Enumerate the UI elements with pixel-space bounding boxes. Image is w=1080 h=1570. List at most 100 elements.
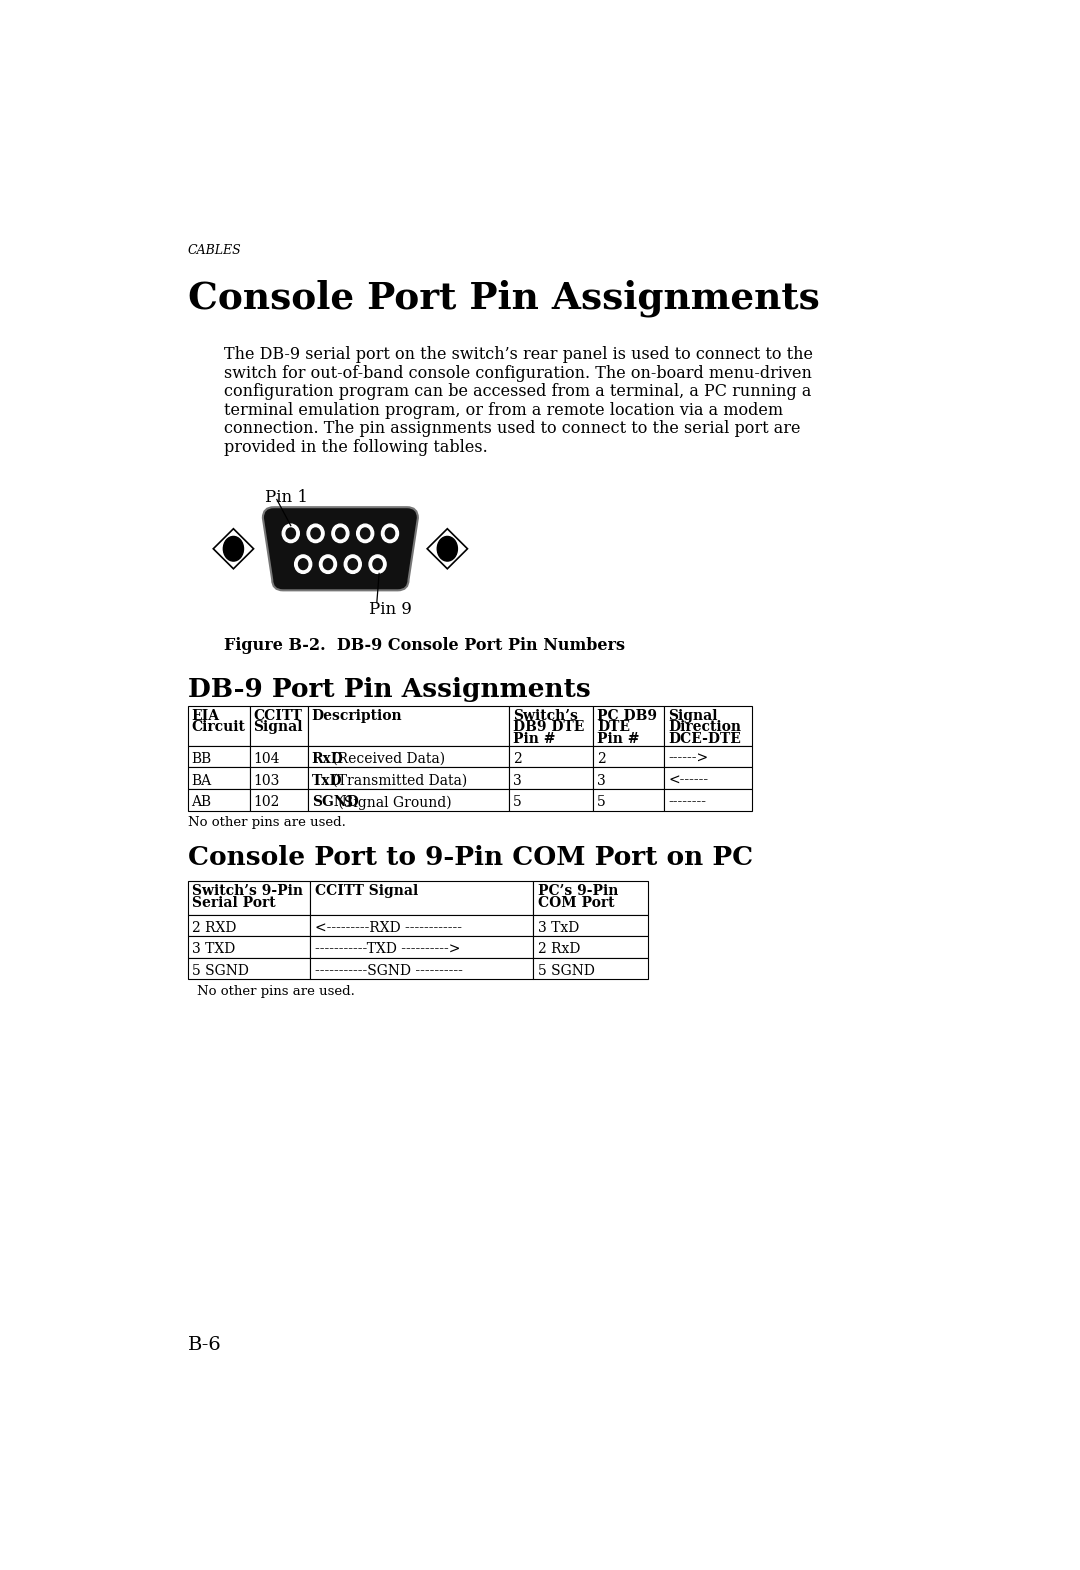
Text: 102: 102 [254,794,280,809]
Bar [510,768,593,790]
Bar [593,768,664,790]
Bar [510,706,593,746]
Bar [593,746,664,768]
Text: EIA: EIA [191,710,219,722]
Text: 5: 5 [513,794,522,809]
Bar [510,790,593,810]
Bar [310,958,534,980]
Text: ------>: ------> [669,752,708,766]
Text: TxD: TxD [312,774,342,788]
Text: Pin 9: Pin 9 [369,601,411,619]
Bar [664,746,752,768]
Text: SGND: SGND [312,794,359,809]
Text: COM Port: COM Port [538,896,615,911]
Text: No other pins are used.: No other pins are used. [197,984,355,997]
Ellipse shape [336,528,345,539]
Text: Pin #: Pin # [513,732,556,746]
Bar [534,958,648,980]
Ellipse shape [361,528,369,539]
Polygon shape [213,529,254,568]
Text: connection. The pin assignments used to connect to the serial port are: connection. The pin assignments used to … [225,421,800,436]
Text: CCITT: CCITT [254,710,302,722]
Ellipse shape [369,554,387,573]
Bar [534,914,648,936]
Text: Figure B-2.  DB-9 Console Port Pin Numbers: Figure B-2. DB-9 Console Port Pin Number… [225,636,625,653]
Bar [308,706,510,746]
Bar [593,706,664,746]
Text: 2: 2 [597,752,606,766]
Text: 103: 103 [254,774,280,788]
Text: 2: 2 [513,752,522,766]
Bar [534,881,648,914]
Text: <---------RXD ------------: <---------RXD ------------ [314,920,462,934]
Text: 3 TxD: 3 TxD [538,920,579,934]
Ellipse shape [320,554,337,573]
Text: Console Port Pin Assignments: Console Port Pin Assignments [188,279,820,317]
Ellipse shape [224,537,243,560]
Text: Circuit: Circuit [191,721,245,735]
Text: Direction: Direction [669,721,741,735]
Text: provided in the following tables.: provided in the following tables. [225,438,488,455]
Ellipse shape [345,554,362,573]
Ellipse shape [386,528,394,539]
Text: 104: 104 [254,752,280,766]
Text: <------: <------ [669,774,708,788]
Text: Signal: Signal [669,710,718,722]
Ellipse shape [348,559,357,570]
Ellipse shape [307,524,324,543]
Bar [308,768,510,790]
Text: Description: Description [312,710,403,722]
Bar [593,790,664,810]
Bar [664,706,752,746]
Text: terminal emulation program, or from a remote location via a modem: terminal emulation program, or from a re… [225,402,783,419]
Text: DCE-DTE: DCE-DTE [669,732,741,746]
Text: BA: BA [191,774,212,788]
Text: DB-9 Port Pin Assignments: DB-9 Port Pin Assignments [188,677,591,702]
Ellipse shape [332,524,349,543]
Text: --------: -------- [669,794,706,809]
Text: PC DB9: PC DB9 [597,710,657,722]
Bar [188,881,310,914]
Bar [664,768,752,790]
Ellipse shape [295,554,312,573]
Ellipse shape [282,524,299,543]
Text: (Signal Ground): (Signal Ground) [334,794,451,810]
Text: -----------SGND ----------: -----------SGND ---------- [314,964,462,978]
Text: (Received Data): (Received Data) [328,752,446,766]
Bar [308,790,510,810]
Ellipse shape [437,537,458,560]
Bar [310,936,534,958]
Text: Console Port to 9-Pin COM Port on PC: Console Port to 9-Pin COM Port on PC [188,845,753,870]
Text: No other pins are used.: No other pins are used. [188,816,346,829]
Bar [188,706,249,746]
Text: PC’s 9-Pin: PC’s 9-Pin [538,884,619,898]
Ellipse shape [311,528,321,539]
Text: Serial Port: Serial Port [192,896,276,911]
Bar [310,881,534,914]
Text: 3: 3 [597,774,606,788]
Bar [188,958,310,980]
Text: 2 RxD: 2 RxD [538,942,580,956]
Bar [310,914,534,936]
Text: CCITT Signal: CCITT Signal [314,884,418,898]
Bar [188,746,249,768]
Text: DTE: DTE [597,721,630,735]
Bar [188,936,310,958]
Text: -----------TXD ---------->: -----------TXD ----------> [314,942,460,956]
PathPatch shape [262,507,418,590]
Text: The DB-9 serial port on the switch’s rear panel is used to connect to the: The DB-9 serial port on the switch’s rea… [225,347,813,363]
Ellipse shape [381,524,399,543]
Bar [249,706,308,746]
Polygon shape [428,529,468,568]
Text: 2 RXD: 2 RXD [192,920,237,934]
Text: 3: 3 [513,774,522,788]
Text: 3 TXD: 3 TXD [192,942,235,956]
Text: CABLES: CABLES [188,243,242,257]
Bar [188,790,249,810]
Text: RxD: RxD [312,752,343,766]
Text: switch for out-of-band console configuration. The on-board menu-driven: switch for out-of-band console configura… [225,364,812,382]
Text: (Transmitted Data): (Transmitted Data) [328,774,468,788]
Text: Pin 1: Pin 1 [266,488,308,506]
Bar [188,768,249,790]
Text: Pin #: Pin # [597,732,639,746]
